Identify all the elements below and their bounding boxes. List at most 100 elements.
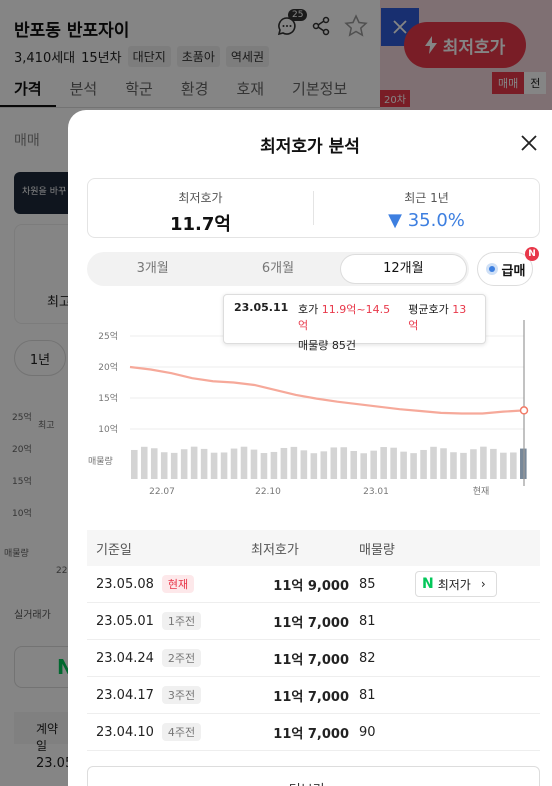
volume-bar — [170, 452, 178, 479]
row-price: 11억 7,000 — [273, 652, 349, 668]
row-date: 23.05.08 — [96, 576, 154, 592]
volume-bar — [510, 452, 517, 479]
volume-bar — [210, 452, 218, 479]
row-week-badge: 2주전 — [161, 649, 202, 667]
volume-bar — [140, 446, 148, 479]
sub-tab-sale[interactable]: 매매 — [14, 133, 40, 149]
header-price: 최저호가 — [251, 542, 299, 558]
modal-close-button[interactable] — [518, 132, 540, 154]
tab-environment[interactable]: 환경 — [180, 80, 209, 98]
volume-bar — [160, 452, 168, 479]
complex-header: 반포동 반포자이 3,410세대 15년차 대단지 초품아 역세권 25 가격 … — [0, 0, 380, 110]
tooltip-avg-value: 13억 — [408, 303, 467, 332]
tab-school[interactable]: 학군 — [125, 80, 153, 98]
volume-bar — [490, 448, 497, 479]
lowest-ask-button[interactable]: 최저호가 — [404, 22, 526, 68]
years: 15년차 — [81, 51, 122, 66]
urgent-sale-button[interactable]: 급매 N — [477, 247, 539, 286]
favorite-star-icon[interactable] — [344, 14, 368, 38]
period-12m[interactable]: 12개월 — [340, 255, 466, 283]
tooltip-volume-value: 85건 — [331, 339, 356, 352]
tooltip-ask-label: 호가 — [298, 303, 319, 316]
map-toggle-rent[interactable]: 전 — [524, 72, 547, 94]
bg-volume-label: 매물량 — [4, 549, 29, 559]
volume-bar — [150, 448, 158, 479]
summary-divider — [313, 191, 314, 225]
bg-axis-15: 15억 — [12, 477, 32, 487]
row-date: 23.04.17 — [96, 687, 154, 703]
volume-bar — [350, 451, 358, 479]
more-button[interactable]: 더보기 ∨ — [87, 766, 540, 786]
bg-axis-10: 10억 — [12, 509, 32, 519]
period-6m[interactable]: 6개월 — [261, 261, 295, 276]
volume-bar — [330, 447, 338, 479]
volume-bar — [270, 451, 278, 479]
tab-price[interactable]: 가격 — [0, 78, 56, 107]
header-date: 기준일 — [96, 542, 132, 558]
row-week-badge: 3주전 — [161, 686, 202, 704]
volume-bar — [131, 449, 138, 479]
volume-bar — [500, 452, 507, 479]
row-price: 11억 7,000 — [273, 726, 349, 742]
row-week-badge: 현재 — [161, 575, 195, 593]
volume-bar — [420, 449, 427, 479]
y-tick-label: 10억 — [98, 423, 118, 435]
volume-bar — [390, 447, 397, 479]
row-date: 23.04.10 — [96, 724, 154, 740]
tab-development[interactable]: 호재 — [236, 80, 265, 98]
volume-bar — [220, 452, 228, 479]
row-count: 81 — [359, 613, 376, 629]
volume-bar — [280, 447, 288, 479]
table-row: 23.04.24 2주전 11억 7,000 82 — [87, 640, 540, 677]
summary-change-label: 최근 1년 — [404, 191, 449, 205]
map-toggle-sale[interactable]: 매매 — [492, 72, 525, 94]
bg-axis-25: 25억 — [12, 413, 32, 423]
volume-bar — [340, 447, 348, 479]
row-count: 90 — [359, 724, 376, 740]
header-icons: 25 — [276, 9, 368, 38]
tooltip-volume-label: 매물량 — [298, 339, 329, 352]
summary-lowest-value: 11.7억 — [170, 214, 231, 235]
summary-change-value: ▼ 35.0% — [388, 210, 465, 231]
volume-bar — [300, 450, 308, 479]
map-deal-toggle[interactable]: 매매 전 — [492, 72, 547, 94]
tab-analysis[interactable]: 분석 — [69, 80, 98, 98]
volume-bar — [520, 448, 527, 479]
lightning-icon — [424, 36, 437, 54]
tooltip-date: 23.05.11 — [234, 301, 289, 314]
period-3m[interactable]: 3개월 — [136, 261, 169, 276]
naver-n-icon: N — [422, 576, 434, 592]
lowest-ask-analysis-modal: 최저호가 분석 최저호가 11.7억 최근 1년 ▼ 35.0% 3개월 6개월… — [68, 110, 552, 786]
volume-bar — [460, 452, 467, 479]
tooltip-avg-label: 평균호가 — [408, 303, 449, 316]
modal-title: 최저호가 분석 — [260, 137, 360, 157]
volume-bar — [310, 453, 318, 479]
y-tick-label: 20억 — [98, 361, 118, 373]
tab-basic-info[interactable]: 기본정보 — [292, 80, 348, 98]
tag-station: 역세권 — [225, 46, 269, 67]
table-row: 23.04.17 3주전 11억 7,000 81 — [87, 677, 540, 714]
volume-bar — [230, 448, 238, 479]
summary-box: 최저호가 11.7억 최근 1년 ▼ 35.0% — [87, 178, 540, 238]
close-icon — [393, 20, 407, 34]
row-count: 82 — [359, 650, 376, 666]
close-icon — [521, 135, 537, 151]
chat-icon[interactable]: 25 — [276, 9, 308, 37]
row-date: 23.05.01 — [96, 613, 154, 629]
row-count: 85 — [359, 576, 376, 592]
volume-bar — [290, 446, 298, 479]
volume-bar — [250, 449, 258, 479]
share-icon[interactable] — [310, 15, 332, 37]
bg-peak-label: 최고 — [38, 421, 55, 431]
households: 3,410세대 — [14, 51, 76, 66]
table-row: 23.05.01 1주전 11억 7,000 81 — [87, 603, 540, 640]
summary-lowest-label: 최저호가 — [178, 191, 223, 205]
volume-bar — [370, 450, 377, 479]
naver-lowest-button[interactable]: N 최저가 › — [415, 571, 497, 597]
volume-bar — [360, 453, 367, 479]
lowest-ask-button-label: 최저호가 — [442, 37, 506, 58]
volume-bar — [190, 446, 198, 479]
period-pill-1y[interactable]: 1년 — [14, 340, 66, 376]
volume-bar — [380, 447, 387, 479]
